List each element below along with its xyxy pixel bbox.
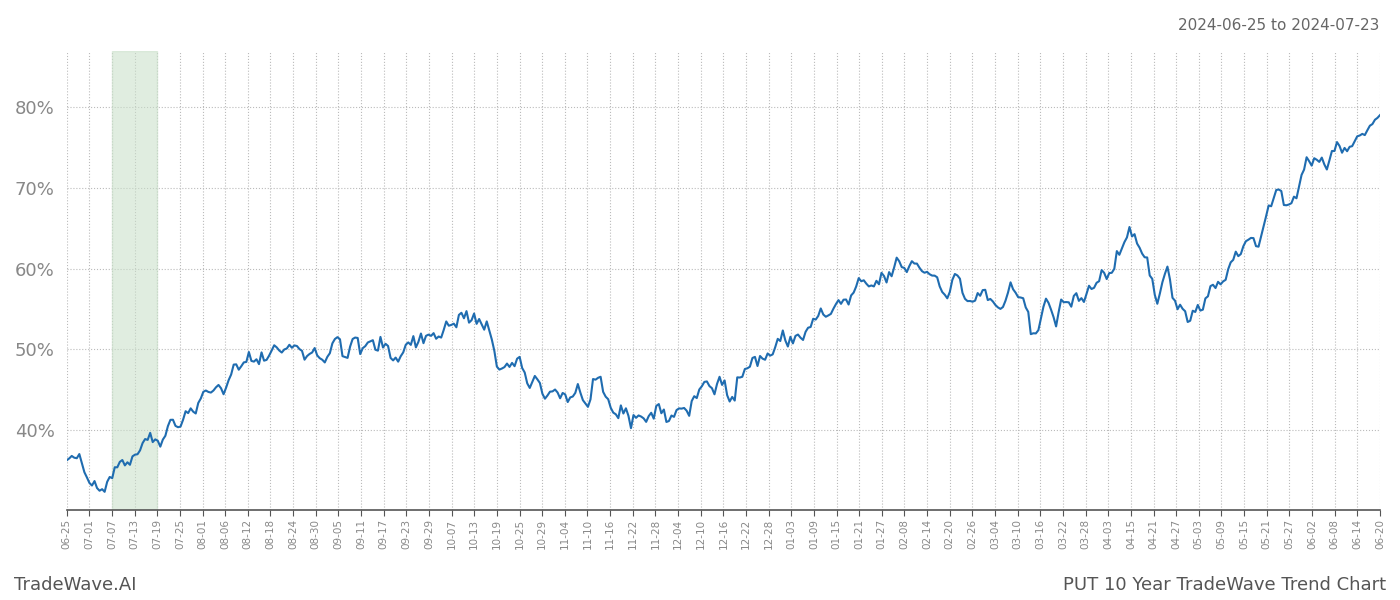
Bar [112, 51, 157, 511]
Text: PUT 10 Year TradeWave Trend Chart: PUT 10 Year TradeWave Trend Chart [1063, 576, 1386, 594]
Text: TradeWave.AI: TradeWave.AI [14, 576, 137, 594]
Text: 2024-06-25 to 2024-07-23: 2024-06-25 to 2024-07-23 [1177, 18, 1379, 33]
